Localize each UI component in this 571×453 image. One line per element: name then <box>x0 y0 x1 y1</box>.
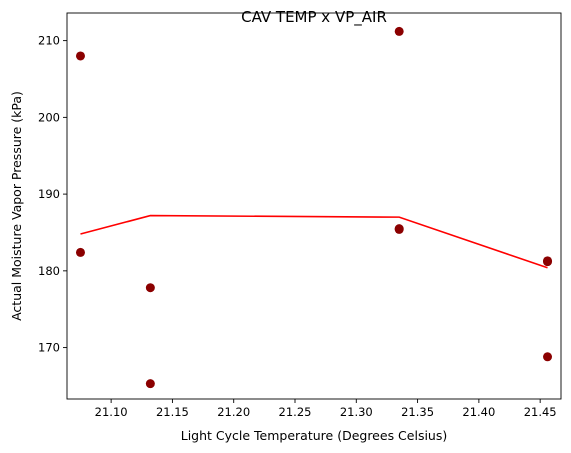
plot-frame <box>66 12 562 400</box>
scatter-point <box>394 224 404 234</box>
y-tick-label: 200 <box>38 110 60 124</box>
y-axis-label: Actual Moisture Vapor Pressure (kPa) <box>9 91 24 321</box>
x-tick-label: 21.25 <box>279 405 312 419</box>
scatter-point <box>394 26 404 36</box>
x-tick-label: 21.10 <box>95 405 128 419</box>
scatter-point <box>145 379 155 389</box>
data-layer <box>75 26 553 389</box>
scatter-point <box>145 283 155 293</box>
y-tick-label: 180 <box>38 264 60 278</box>
x-tick-label: 21.35 <box>401 405 434 419</box>
chart-title: CAV TEMP x VP_AIR <box>241 8 387 27</box>
scatter-point <box>543 352 553 362</box>
y-tick-label: 170 <box>38 341 60 355</box>
x-tick-label: 21.20 <box>217 405 250 419</box>
x-tick-label: 21.40 <box>462 405 495 419</box>
y-tick-label: 190 <box>38 187 60 201</box>
x-tick-label: 21.15 <box>156 405 189 419</box>
scatter-point <box>75 247 85 257</box>
scatter-point <box>543 257 553 267</box>
x-tick-label: 21.45 <box>524 405 557 419</box>
x-tick-label: 21.30 <box>340 405 373 419</box>
ticks-layer: 21.10 21.15 21.20 21.25 21.30 21.35 21.40 21.45… <box>38 34 557 419</box>
x-axis-label: Light Cycle Temperature (Degrees Celsius… <box>181 428 448 443</box>
y-tick-label: 210 <box>38 34 60 48</box>
scatter-point <box>75 51 85 61</box>
trend-line <box>80 214 548 269</box>
